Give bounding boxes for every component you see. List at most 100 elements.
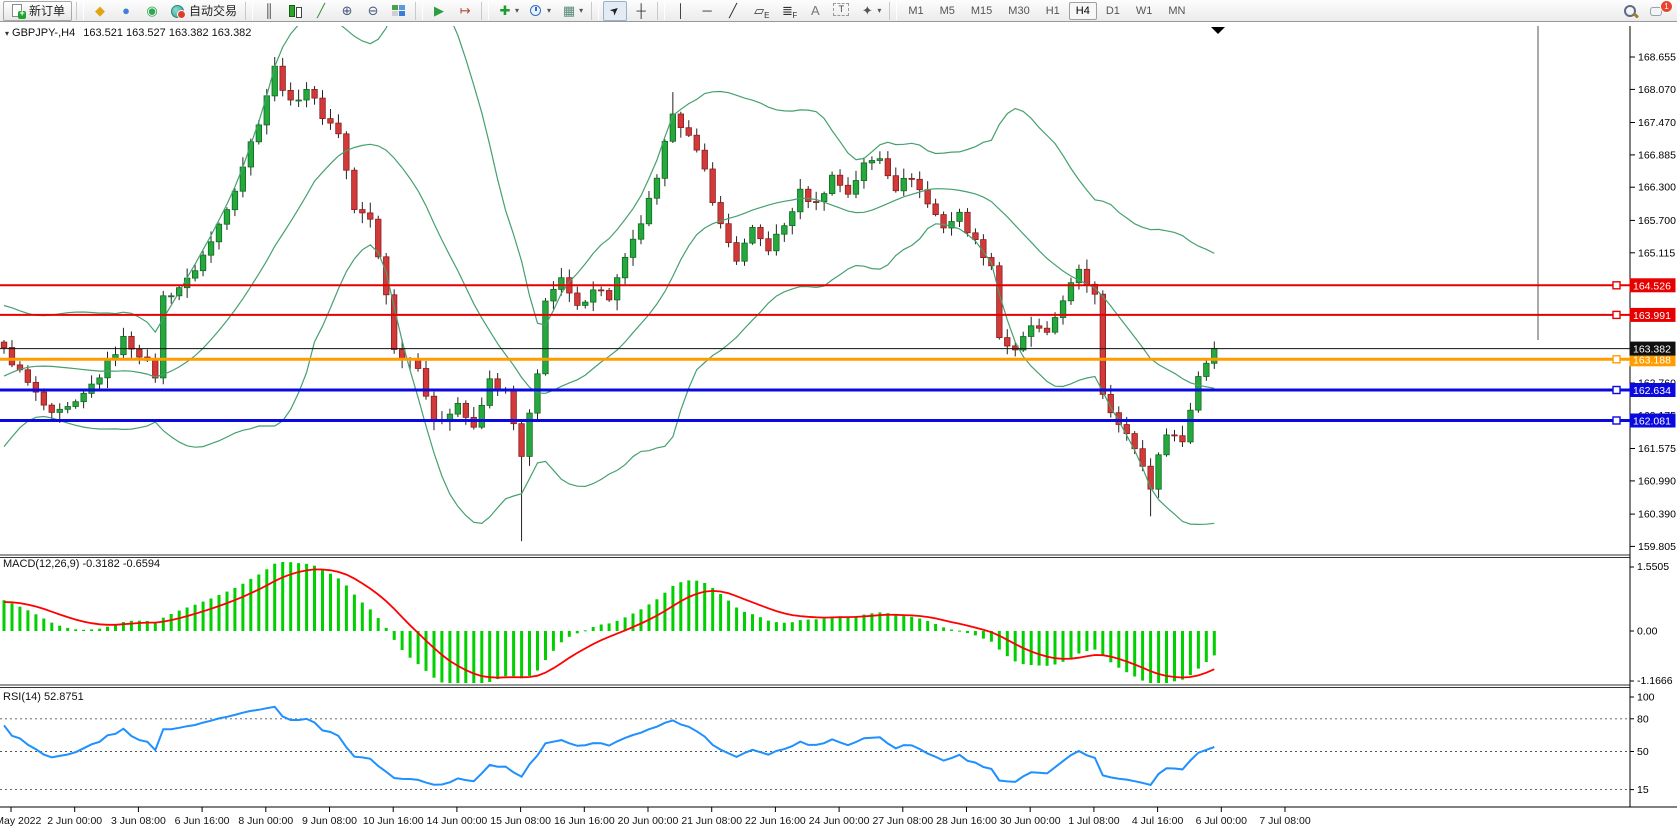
quotes-icon[interactable]: ◆ bbox=[88, 1, 112, 21]
toolbar-separator bbox=[481, 1, 490, 20]
timeframe-mn[interactable]: MN bbox=[1161, 2, 1192, 20]
signals-icon[interactable]: ◉ bbox=[140, 1, 164, 21]
notifications-button[interactable]: 1 bbox=[1645, 0, 1673, 21]
macd-histogram-bar bbox=[790, 622, 794, 631]
macd-histogram-bar bbox=[934, 623, 938, 631]
indicators-icon[interactable]: ✚ ▾ bbox=[493, 1, 523, 21]
timeframe-m5[interactable]: M5 bbox=[933, 2, 962, 20]
chart-shift-icon[interactable]: ↦ bbox=[453, 1, 477, 21]
macd-histogram-bar bbox=[567, 631, 571, 637]
auto-scroll-icon[interactable]: ▶ bbox=[427, 1, 451, 21]
toolbar-separator bbox=[657, 1, 666, 20]
search-button[interactable] bbox=[1619, 1, 1643, 21]
line-chart-icon[interactable]: ╱ bbox=[309, 1, 333, 21]
timeframe-m15[interactable]: M15 bbox=[964, 2, 999, 20]
axis-label: 15 bbox=[1637, 784, 1649, 796]
macd-histogram-bar bbox=[34, 614, 38, 631]
bollinger-upper-band bbox=[3, 26, 1215, 334]
support-line-2-handle[interactable] bbox=[1612, 416, 1621, 425]
macd-histogram-bar bbox=[544, 631, 547, 661]
macd-histogram-bar bbox=[424, 631, 428, 671]
macd-histogram-bar bbox=[265, 569, 269, 631]
candlestick-chart-icon[interactable] bbox=[283, 1, 307, 21]
time-axis[interactable]: 31 May 2022 2 Jun 00:00 3 Jun 08:00 6 Jun 1… bbox=[0, 806, 1677, 827]
resistance-line-1-handle[interactable] bbox=[1612, 281, 1621, 290]
macd-histogram-bar bbox=[66, 627, 70, 631]
templates-icon[interactable]: ▦ ▾ bbox=[557, 1, 587, 21]
notification-badge: 1 bbox=[1660, 0, 1673, 13]
chevron-down-icon[interactable]: ▾ bbox=[877, 6, 882, 15]
autotrading-button[interactable]: 自动交易 bbox=[166, 1, 241, 21]
timeframe-h1[interactable]: H1 bbox=[1039, 2, 1067, 20]
timeframe-m1[interactable]: M1 bbox=[901, 2, 930, 20]
zoom-in-icon: ⊕ bbox=[341, 2, 353, 18]
horizontal-line-icon[interactable]: ─ bbox=[695, 1, 719, 21]
fibonacci-icon-letter: F bbox=[792, 10, 798, 20]
crosshair-icon: ┼ bbox=[636, 2, 646, 18]
tile-windows-icon[interactable] bbox=[387, 1, 411, 21]
resistance-line-1-badge bbox=[1629, 278, 1676, 293]
equidistant-channel-icon[interactable]: ▱ E bbox=[747, 1, 773, 21]
auto-scroll-icon: ▶ bbox=[434, 2, 445, 18]
macd-histogram-bar bbox=[1141, 631, 1145, 681]
macd-histogram-bar bbox=[10, 603, 14, 631]
resistance-line-2-handle[interactable] bbox=[1612, 310, 1621, 320]
main-panel bbox=[0, 26, 1218, 542]
macd-histogram-bar bbox=[504, 631, 508, 677]
macd-histogram-bar bbox=[121, 622, 125, 631]
macd-histogram-bar bbox=[647, 604, 651, 631]
chevron-down-icon[interactable]: ▾ bbox=[579, 6, 584, 15]
macd-histogram-bar bbox=[1149, 631, 1153, 683]
chevron-down-icon[interactable]: ▾ bbox=[547, 6, 552, 15]
trendline-icon[interactable]: ╱ bbox=[721, 1, 745, 21]
macd-histogram-bar bbox=[193, 604, 197, 631]
macd-histogram-bar bbox=[1181, 631, 1184, 680]
axis-label: 3 Jun 08:00 bbox=[111, 815, 166, 827]
macd-histogram-bar bbox=[1125, 631, 1129, 673]
crosshair-icon[interactable]: ┼ bbox=[629, 1, 653, 21]
timeframe-w1[interactable]: W1 bbox=[1129, 2, 1160, 20]
macd-histogram-bar bbox=[448, 631, 452, 683]
text-label-icon[interactable]: T bbox=[829, 1, 853, 21]
zoom-out-icon[interactable]: ⊖ bbox=[361, 1, 385, 21]
periods-icon[interactable]: ▾ bbox=[525, 1, 555, 21]
equidistant-channel-icon: ▱ bbox=[754, 2, 765, 18]
macd-histogram-bar bbox=[161, 617, 165, 631]
timeframe-m30[interactable]: M30 bbox=[1001, 2, 1036, 20]
macd-histogram-bar bbox=[878, 612, 882, 631]
bollinger-lower-band bbox=[3, 223, 1215, 526]
cursor-icon[interactable]: ➤ bbox=[603, 0, 628, 21]
text-icon[interactable]: A bbox=[803, 1, 827, 21]
toolbar-separator bbox=[76, 1, 85, 20]
new-order-button[interactable]: 新订单 bbox=[3, 0, 73, 21]
macd-histogram-bar bbox=[679, 582, 683, 631]
macd-histogram-bar bbox=[416, 631, 420, 665]
bar-chart-icon[interactable]: ║ bbox=[257, 1, 281, 21]
support-line-1-handle[interactable] bbox=[1612, 385, 1621, 395]
axis-label: 21 Jun 08:00 bbox=[681, 815, 742, 827]
macd-histogram-bar bbox=[536, 631, 539, 671]
vertical-line-icon[interactable]: │ bbox=[669, 1, 693, 21]
macd-histogram-bar bbox=[321, 569, 324, 631]
toolbar-separator bbox=[415, 1, 424, 20]
axis-label: 165.700 bbox=[1638, 215, 1676, 227]
rsi-panel bbox=[0, 705, 1630, 791]
macd-histogram-bar bbox=[58, 625, 62, 631]
chart-shift-marker[interactable] bbox=[1211, 27, 1225, 34]
arrows-icon[interactable]: ✦ ▾ bbox=[855, 1, 885, 21]
timeframe-h4[interactable]: H4 bbox=[1068, 1, 1097, 20]
timeframe-d1[interactable]: D1 bbox=[1099, 2, 1127, 20]
axis-label: 50 bbox=[1637, 746, 1649, 758]
community-icon[interactable]: ● bbox=[114, 1, 138, 21]
fibonacci-icon[interactable]: ≣ F bbox=[775, 1, 801, 21]
chevron-down-icon[interactable]: ▾ bbox=[515, 6, 520, 15]
text-icon: A bbox=[810, 2, 820, 18]
macd-histogram-bar bbox=[575, 631, 579, 634]
macd-histogram-bar bbox=[615, 620, 619, 631]
axis-label: 28 Jun 16:00 bbox=[936, 815, 997, 827]
support-line-2-badge-text: 162.081 bbox=[1633, 416, 1671, 428]
trendline-icon: ╱ bbox=[729, 2, 737, 18]
orange-level-line-handle[interactable] bbox=[1612, 355, 1621, 364]
zoom-in-icon[interactable]: ⊕ bbox=[335, 1, 359, 21]
